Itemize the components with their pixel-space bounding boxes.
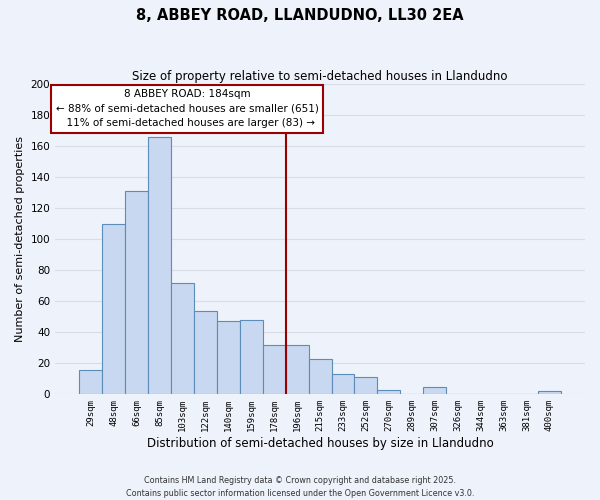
- Y-axis label: Number of semi-detached properties: Number of semi-detached properties: [15, 136, 25, 342]
- Bar: [194, 310, 217, 394]
- Bar: [102, 224, 125, 394]
- Bar: [125, 191, 148, 394]
- Title: Size of property relative to semi-detached houses in Llandudno: Size of property relative to semi-detach…: [133, 70, 508, 83]
- Text: 8, ABBEY ROAD, LLANDUDNO, LL30 2EA: 8, ABBEY ROAD, LLANDUDNO, LL30 2EA: [136, 8, 464, 22]
- Bar: [355, 378, 377, 394]
- Bar: [79, 370, 102, 394]
- Bar: [423, 386, 446, 394]
- Bar: [332, 374, 355, 394]
- Bar: [286, 344, 308, 395]
- Bar: [217, 322, 240, 394]
- Bar: [240, 320, 263, 394]
- Bar: [263, 344, 286, 395]
- Bar: [148, 137, 171, 394]
- Bar: [171, 282, 194, 395]
- Bar: [377, 390, 400, 394]
- Text: 8 ABBEY ROAD: 184sqm
← 88% of semi-detached houses are smaller (651)
  11% of se: 8 ABBEY ROAD: 184sqm ← 88% of semi-detac…: [56, 89, 319, 128]
- X-axis label: Distribution of semi-detached houses by size in Llandudno: Distribution of semi-detached houses by …: [147, 437, 493, 450]
- Bar: [308, 358, 332, 394]
- Bar: [538, 391, 561, 394]
- Text: Contains HM Land Registry data © Crown copyright and database right 2025.
Contai: Contains HM Land Registry data © Crown c…: [126, 476, 474, 498]
